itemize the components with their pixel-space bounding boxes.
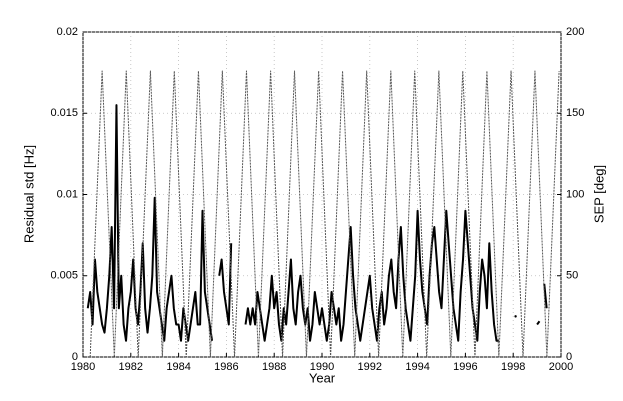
x-tick-label: 2000	[549, 361, 573, 373]
y2-tick-label: 100	[566, 188, 584, 200]
x-tick-label: 1980	[71, 361, 95, 373]
data-line	[86, 104, 548, 342]
x-tick-label: 1992	[358, 361, 382, 373]
x-tick-label: 1990	[310, 361, 334, 373]
x-tick-label: 1984	[166, 361, 190, 373]
y2-axis-label: SEP [deg]	[591, 165, 606, 223]
x-tick-label: 1986	[214, 361, 238, 373]
y-tick-label: 0.01	[57, 188, 78, 200]
x-tick-label: 1988	[262, 361, 286, 373]
y-axis-label: Residual std [Hz]	[21, 145, 36, 243]
y2-tick-label: 200	[566, 26, 584, 38]
data-line	[89, 70, 560, 358]
y-tick-label: 0.02	[57, 26, 78, 38]
x-tick-label: 1994	[405, 361, 429, 373]
y2-tick-label: 150	[566, 107, 584, 119]
x-tick-label: 1996	[453, 361, 477, 373]
data-point	[514, 315, 517, 318]
y-tick-label: 0.005	[50, 270, 78, 282]
x-tick-label: 1998	[501, 361, 525, 373]
y-tick-label: 0	[72, 351, 78, 363]
x-axis-label: Year	[309, 370, 336, 385]
x-tick-label: 1982	[119, 361, 143, 373]
y-tick-label: 0.015	[50, 107, 78, 119]
y2-tick-label: 0	[566, 351, 572, 363]
y2-tick-label: 50	[566, 270, 578, 282]
